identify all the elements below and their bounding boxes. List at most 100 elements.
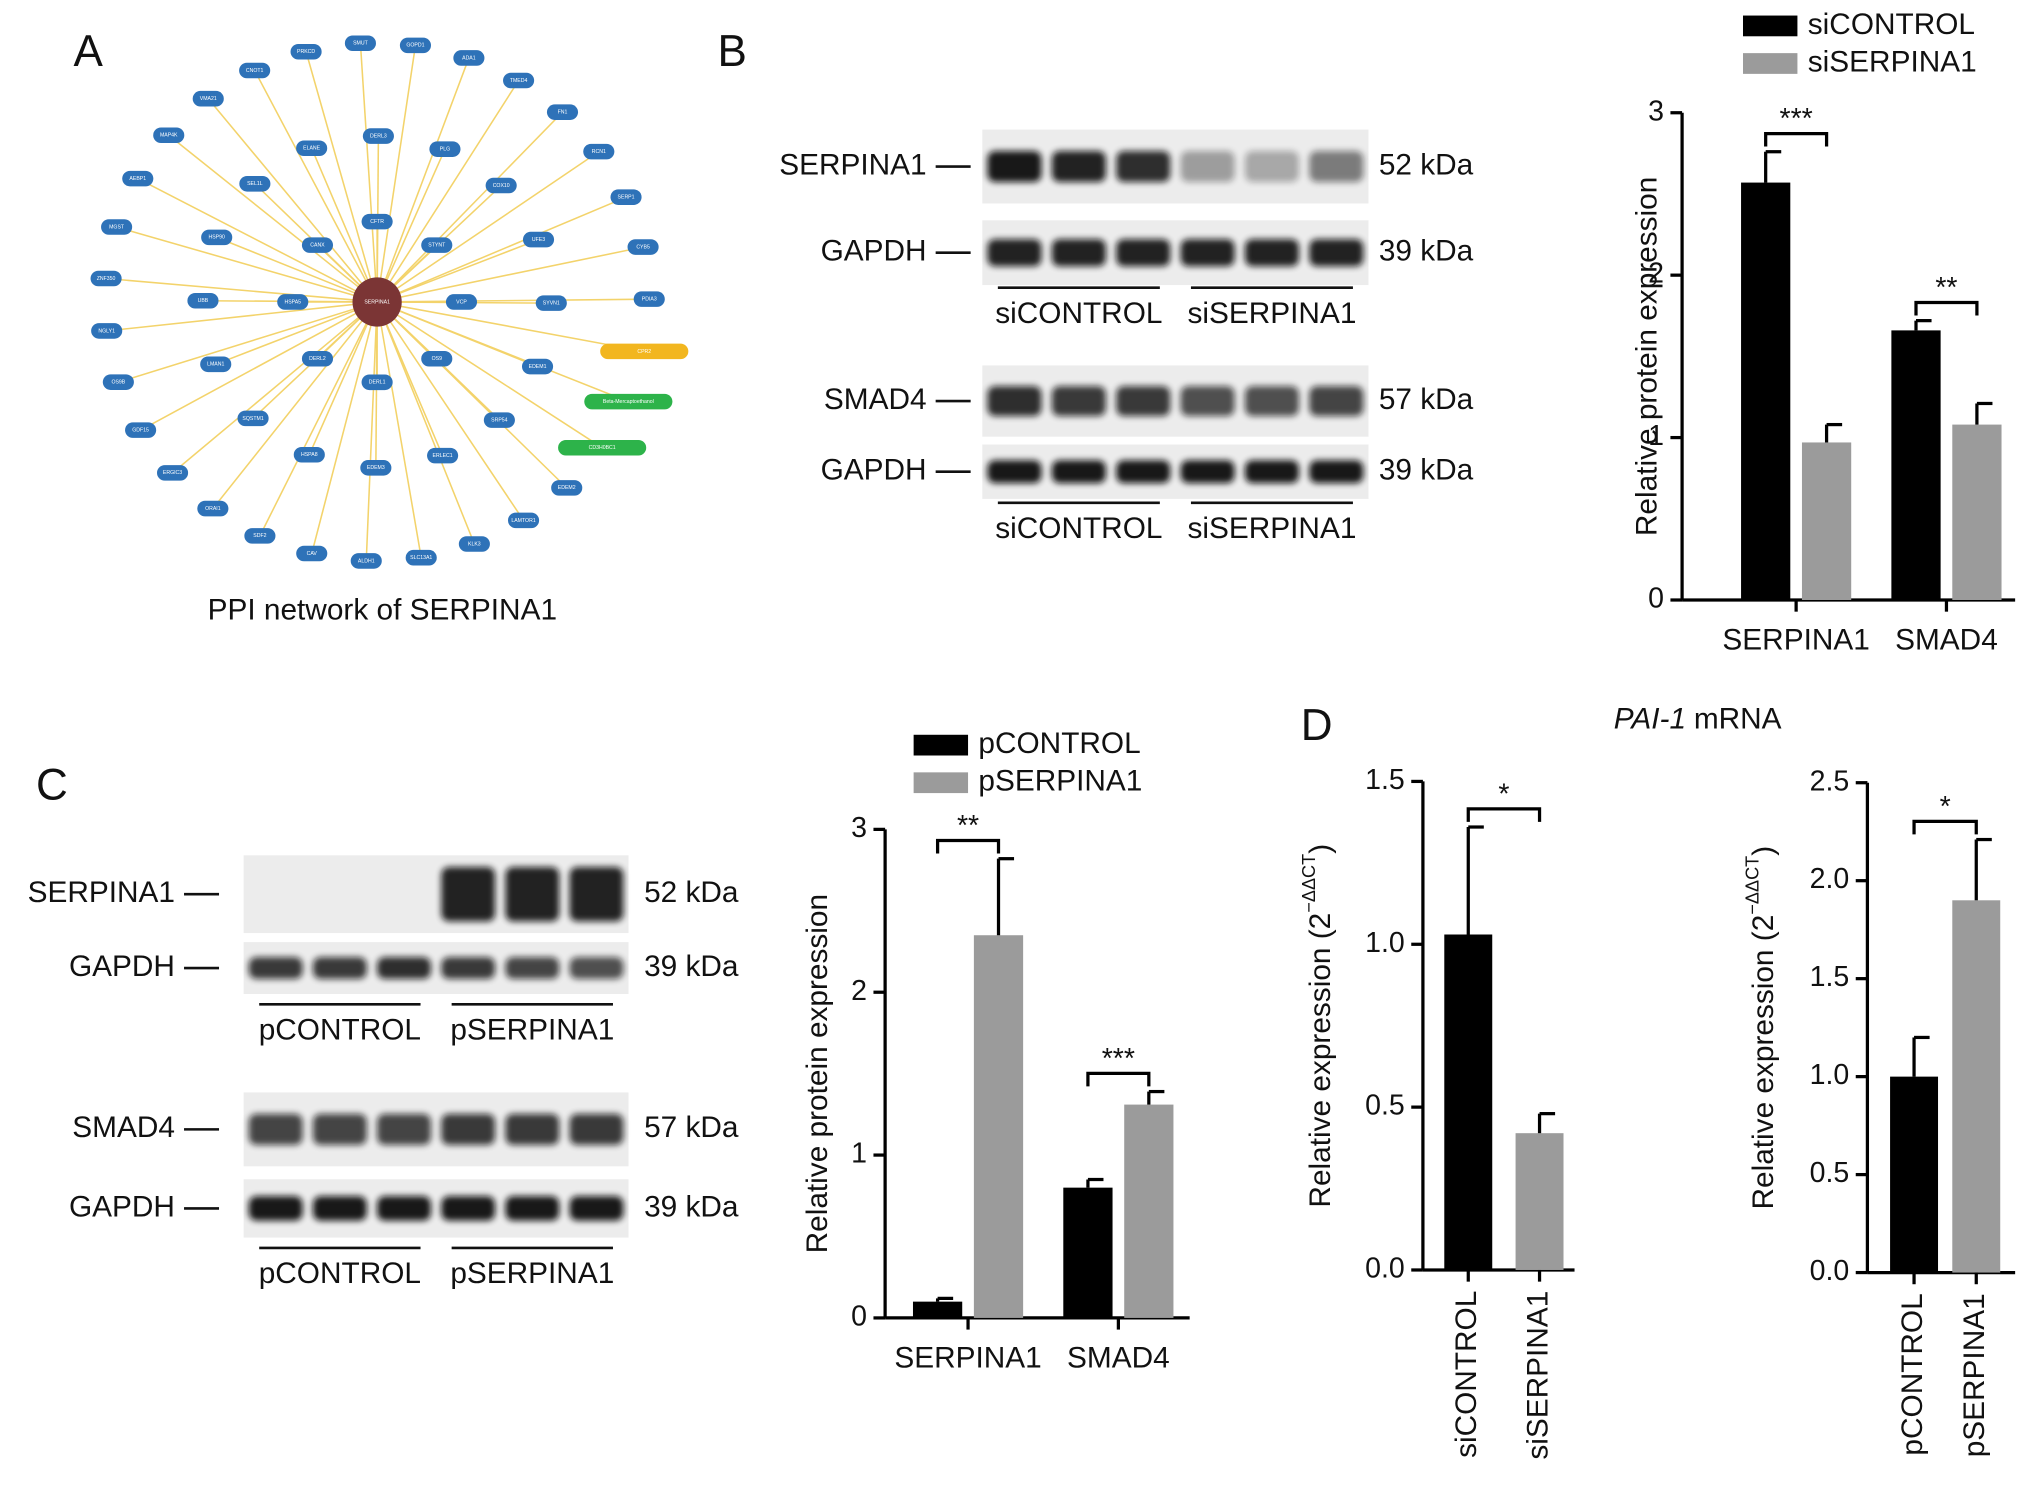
y-tick-label: 2.5 xyxy=(1810,765,1850,797)
significance-label: * xyxy=(1498,778,1509,810)
node xyxy=(187,292,219,309)
edge xyxy=(216,236,378,303)
blot-band xyxy=(441,866,496,922)
y-tick-label: 0.5 xyxy=(1365,1090,1405,1122)
edge xyxy=(376,246,644,303)
blot-background xyxy=(982,220,1369,286)
edge xyxy=(376,150,600,303)
node-label: ZNF350 xyxy=(97,276,116,282)
node-label: SQSTM1 xyxy=(242,416,263,422)
node-label: HSP90 xyxy=(209,235,226,241)
y-tick-label: 1.5 xyxy=(1810,961,1850,993)
edge xyxy=(253,70,378,303)
kda-label: 52 kDa xyxy=(644,876,739,909)
node-label: Beta-Mercaptoethanol xyxy=(603,399,654,405)
blot-band xyxy=(505,1113,560,1145)
x-tick-label: SERPINA1 xyxy=(894,1341,1041,1374)
legend-label: pSERPINA1 xyxy=(978,765,1142,798)
significance-label: *** xyxy=(1102,1043,1135,1075)
node xyxy=(153,127,185,144)
edge xyxy=(259,301,378,537)
network: VCP OS9 DERL1 DERL2 HSPA5 CANX CFTR STYNT EDEM1 S… xyxy=(90,35,689,569)
bar xyxy=(973,935,1024,1318)
node-label: ELANE xyxy=(303,146,321,152)
kda-label: 39 kDa xyxy=(644,1190,739,1223)
node xyxy=(101,219,133,235)
y-label-close: ) xyxy=(1304,844,1337,854)
y-tick-label: 1.5 xyxy=(1365,764,1405,796)
y-label-sup: −ΔΔCT xyxy=(1299,854,1319,913)
group-label: pCONTROL xyxy=(259,1257,421,1290)
blot-band xyxy=(1051,239,1106,267)
node xyxy=(122,170,154,187)
edge xyxy=(172,301,378,474)
legend-label: pCONTROL xyxy=(978,727,1140,760)
node-label: RCN1 xyxy=(592,149,606,155)
node-label: CNOT1 xyxy=(246,68,264,74)
blot-background xyxy=(982,129,1369,204)
bar xyxy=(1952,900,2001,1273)
node xyxy=(405,549,437,566)
bar xyxy=(1444,934,1493,1270)
node-label: CPR2 xyxy=(637,349,651,355)
y-axis-label: Relative expression (2−ΔΔCT) xyxy=(1742,846,1780,1210)
y-tick-label: 0 xyxy=(851,1300,867,1332)
y-tick-label: 1.0 xyxy=(1810,1059,1850,1091)
node xyxy=(453,50,485,66)
node-label: EDEM1 xyxy=(529,364,547,370)
blot-band xyxy=(1116,239,1171,267)
node xyxy=(200,356,232,373)
blot-band xyxy=(1051,151,1106,183)
blot-band xyxy=(1051,386,1106,417)
y-label-close: ) xyxy=(1747,846,1780,856)
blot-band xyxy=(1116,386,1171,417)
node-label: CFTR xyxy=(370,219,384,225)
node-label: KLK3 xyxy=(468,541,481,547)
node xyxy=(546,104,579,120)
significance-label: *** xyxy=(1779,103,1812,135)
edge xyxy=(376,301,568,489)
x-tick-label: pCONTROL xyxy=(1896,1293,1929,1455)
kda-label: 57 kDa xyxy=(644,1111,739,1144)
edge xyxy=(376,196,627,303)
node xyxy=(483,412,515,428)
edge xyxy=(376,45,417,303)
blot-band xyxy=(377,957,431,979)
edge xyxy=(376,57,470,303)
x-tick-label: siCONTROL xyxy=(1450,1291,1483,1458)
node-label: PLG xyxy=(440,147,450,153)
y-label-sup: −ΔΔCT xyxy=(1742,856,1762,915)
node xyxy=(458,536,490,552)
node-label: PDIA3 xyxy=(642,297,657,303)
y-tick-label: 0.0 xyxy=(1810,1255,1850,1287)
blot-band xyxy=(1309,239,1364,267)
kda-label: 39 kDa xyxy=(1379,454,1474,487)
node xyxy=(427,447,459,464)
node-label: ALDH1 xyxy=(358,558,375,564)
blot-band xyxy=(1116,460,1171,484)
edge xyxy=(310,301,378,554)
blot-band xyxy=(248,1113,303,1145)
node-label: TMED4 xyxy=(510,78,528,84)
blot-band xyxy=(441,1196,496,1221)
node-label: VMA21 xyxy=(200,96,217,102)
node xyxy=(192,90,224,107)
node-label: SMUT xyxy=(353,41,368,47)
group-label: pSERPINA1 xyxy=(450,1257,614,1290)
blot-band xyxy=(312,1113,367,1145)
protein-label: SERPINA1 xyxy=(779,148,926,181)
node xyxy=(296,545,328,562)
edge xyxy=(308,301,378,456)
blot-band xyxy=(248,957,303,979)
node-label: CANX xyxy=(310,243,325,249)
edge xyxy=(376,111,564,303)
node xyxy=(301,350,334,367)
node-label: OS9B xyxy=(111,380,125,386)
group-label: siSERPINA1 xyxy=(1187,297,1356,330)
x-tick-label: SMAD4 xyxy=(1895,623,1998,656)
node-label: DERL1 xyxy=(369,380,386,386)
blot-band xyxy=(248,1196,303,1221)
blot-band xyxy=(441,1113,496,1145)
node xyxy=(558,439,647,456)
